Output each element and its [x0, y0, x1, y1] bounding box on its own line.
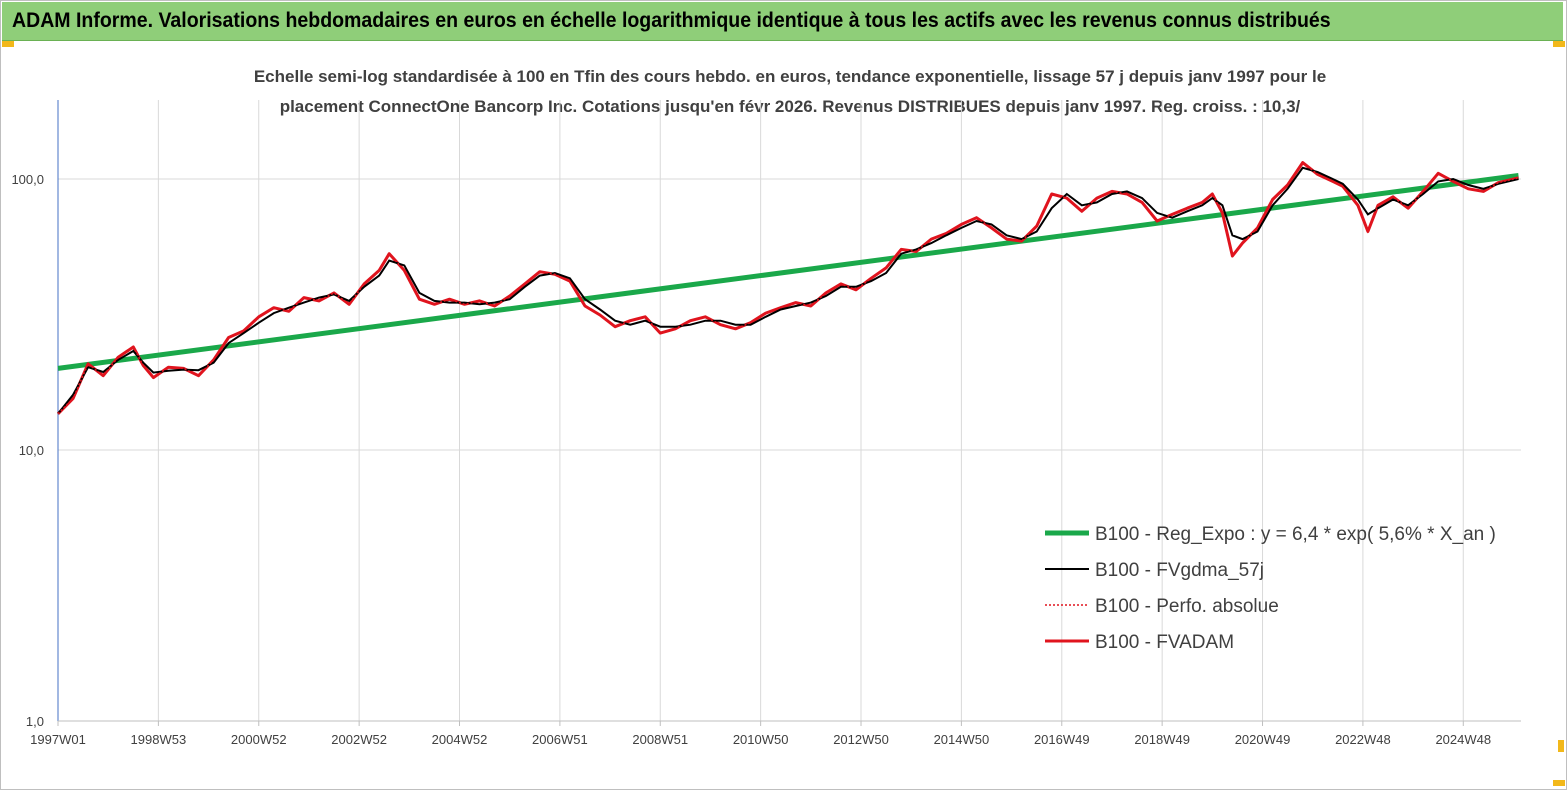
series-line-smooth: [57, 166, 1519, 415]
legend-item: B100 - FVgdma_57j: [1045, 560, 1264, 581]
chart-title-line-1: Echelle semi-log standardisée à 100 en T…: [253, 67, 1327, 86]
legend: B100 - Reg_Expo : y = 6,4 * exp( 5,6% * …: [1045, 524, 1496, 653]
series-lines: [56, 161, 1519, 415]
legend-label: B100 - FVADAM: [1095, 632, 1234, 653]
corner-mark-top-left: [2, 41, 14, 47]
legend-item: B100 - FVADAM: [1045, 632, 1234, 653]
y-tick-label: 10,0: [19, 443, 44, 458]
report-banner: ADAM Informe. Valorisations hebdomadaire…: [2, 2, 1563, 41]
legend-item: B100 - Reg_Expo : y = 6,4 * exp( 5,6% * …: [1045, 524, 1496, 545]
x-tick-label: 2002W52: [331, 732, 387, 747]
series-line-dotted: [57, 161, 1519, 415]
x-tick-label: 2020W49: [1235, 732, 1291, 747]
banner-title: ADAM Informe. Valorisations hebdomadaire…: [12, 9, 1331, 32]
y-tick-label: 100,0: [11, 172, 44, 187]
corner-mark-bottom-right: [1558, 740, 1564, 752]
x-tick-label: 2024W48: [1435, 732, 1491, 747]
x-tick-label: 2016W49: [1034, 732, 1090, 747]
x-tick-label: 2006W51: [532, 732, 588, 747]
x-tick-label: 2022W48: [1335, 732, 1391, 747]
y-axis: 1,0 10,0 100,0: [11, 100, 59, 729]
legend-label: B100 - Perfo. absolue: [1095, 596, 1279, 617]
corner-mark-bottom-right-h: [1553, 780, 1565, 786]
x-tick-label: 1997W01: [30, 732, 86, 747]
chart-title-line-2: placement ConnectOne Bancorp Inc. Cotati…: [279, 97, 1301, 116]
x-tick-label: 2000W52: [231, 732, 287, 747]
legend-label: B100 - FVgdma_57j: [1095, 560, 1264, 581]
x-tick-label: 2004W52: [432, 732, 488, 747]
x-tick-label: 2014W50: [934, 732, 990, 747]
x-tick-label: 1998W53: [131, 732, 187, 747]
x-tick-label: 2008W51: [632, 732, 688, 747]
series-line-main: [56, 161, 1519, 415]
x-tick-label: 2010W50: [733, 732, 789, 747]
x-axis: 1997W01 1998W53 2000W52 2002W52 2004W52 2006W…: [30, 720, 1521, 747]
legend-label: B100 - Reg_Expo : y = 6,4 * exp( 5,6% * …: [1095, 524, 1496, 545]
x-tick-label: 2012W50: [833, 732, 889, 747]
x-tick-label: 2018W49: [1134, 732, 1190, 747]
y-tick-label: 1,0: [26, 714, 44, 729]
corner-mark-top-right: [1553, 41, 1565, 47]
grid-lines: [58, 100, 1521, 721]
legend-item: B100 - Perfo. absolue: [1045, 596, 1279, 617]
series-line-trend: [57, 173, 1519, 371]
